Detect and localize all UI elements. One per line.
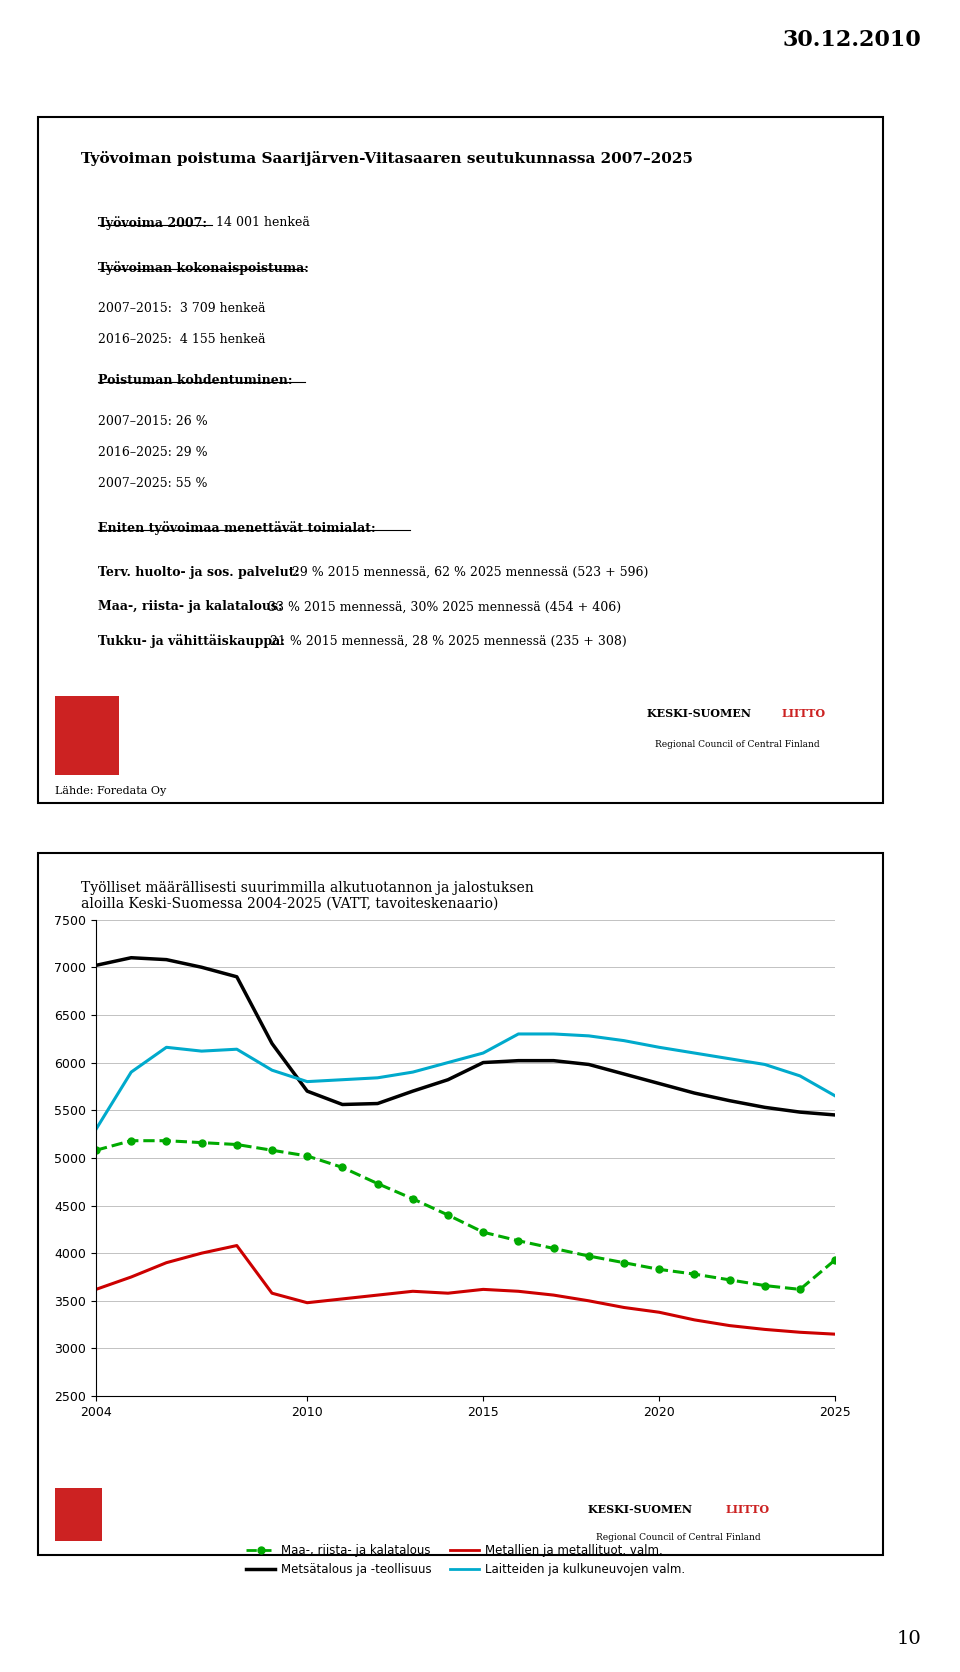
Text: Tukku- ja vähittäiskauppa:: Tukku- ja vähittäiskauppa: (98, 635, 284, 649)
Text: Poistuman kohdentuminen:: Poistuman kohdentuminen: (98, 375, 292, 388)
Legend: Maa-, riista- ja kalatalous, Metsätalous ja -teollisuus, Metallien ja metallituo: Maa-, riista- ja kalatalous, Metsätalous… (241, 1540, 690, 1580)
Text: Maa-, riista- ja kalatalous:: Maa-, riista- ja kalatalous: (98, 600, 282, 614)
Text: 2007–2015: 26 %: 2007–2015: 26 % (98, 415, 207, 428)
Text: Työvoiman kokonaispoistuma:: Työvoiman kokonaispoistuma: (98, 261, 308, 274)
Text: Regional Council of Central Finland: Regional Council of Central Finland (655, 739, 820, 749)
Text: 21 % 2015 mennessä, 28 % 2025 mennessä (235 + 308): 21 % 2015 mennessä, 28 % 2025 mennessä (… (267, 635, 627, 647)
Text: Lähde: Foredata Oy: Lähde: Foredata Oy (56, 786, 166, 796)
Text: Eniten työvoimaa menettävät toimialat:: Eniten työvoimaa menettävät toimialat: (98, 522, 375, 535)
Text: 2007–2015:  3 709 henkeä: 2007–2015: 3 709 henkeä (98, 303, 265, 314)
Text: 2016–2025: 29 %: 2016–2025: 29 % (98, 446, 207, 460)
FancyBboxPatch shape (38, 117, 883, 803)
Text: Regional Council of Central Finland: Regional Council of Central Finland (596, 1533, 760, 1542)
Text: 29 % 2015 mennessä, 62 % 2025 mennessä (523 + 596): 29 % 2015 mennessä, 62 % 2025 mennessä (… (288, 567, 648, 579)
Text: 14 001 henkeä: 14 001 henkeä (216, 216, 310, 229)
Text: LIITTO: LIITTO (781, 707, 826, 719)
Text: KESKI-SUOMEN: KESKI-SUOMEN (647, 707, 755, 719)
FancyBboxPatch shape (56, 696, 119, 776)
Text: Terv. huolto- ja sos. palvelut:: Terv. huolto- ja sos. palvelut: (98, 567, 299, 579)
Text: Työlliset määrällisesti suurimmilla alkutuotannon ja jalostuksen
aloilla Keski-S: Työlliset määrällisesti suurimmilla alku… (81, 881, 534, 911)
Text: 2007–2025: 55 %: 2007–2025: 55 % (98, 477, 207, 490)
Text: Työvoima 2007:: Työvoima 2007: (98, 216, 206, 231)
Text: KESKI-SUOMEN: KESKI-SUOMEN (588, 1503, 695, 1515)
Text: 10: 10 (897, 1630, 922, 1647)
Text: 33 % 2015 mennessä, 30% 2025 mennessä (454 + 406): 33 % 2015 mennessä, 30% 2025 mennessä (4… (264, 600, 621, 614)
FancyBboxPatch shape (38, 853, 883, 1555)
Text: Työvoiman poistuma Saarijärven-Viitasaaren seutukunnassa 2007–2025: Työvoiman poistuma Saarijärven-Viitasaar… (81, 152, 692, 166)
Text: 2016–2025:  4 155 henkeä: 2016–2025: 4 155 henkeä (98, 333, 265, 346)
FancyBboxPatch shape (56, 1488, 102, 1542)
Text: 30.12.2010: 30.12.2010 (782, 28, 922, 52)
Text: LIITTO: LIITTO (725, 1503, 769, 1515)
